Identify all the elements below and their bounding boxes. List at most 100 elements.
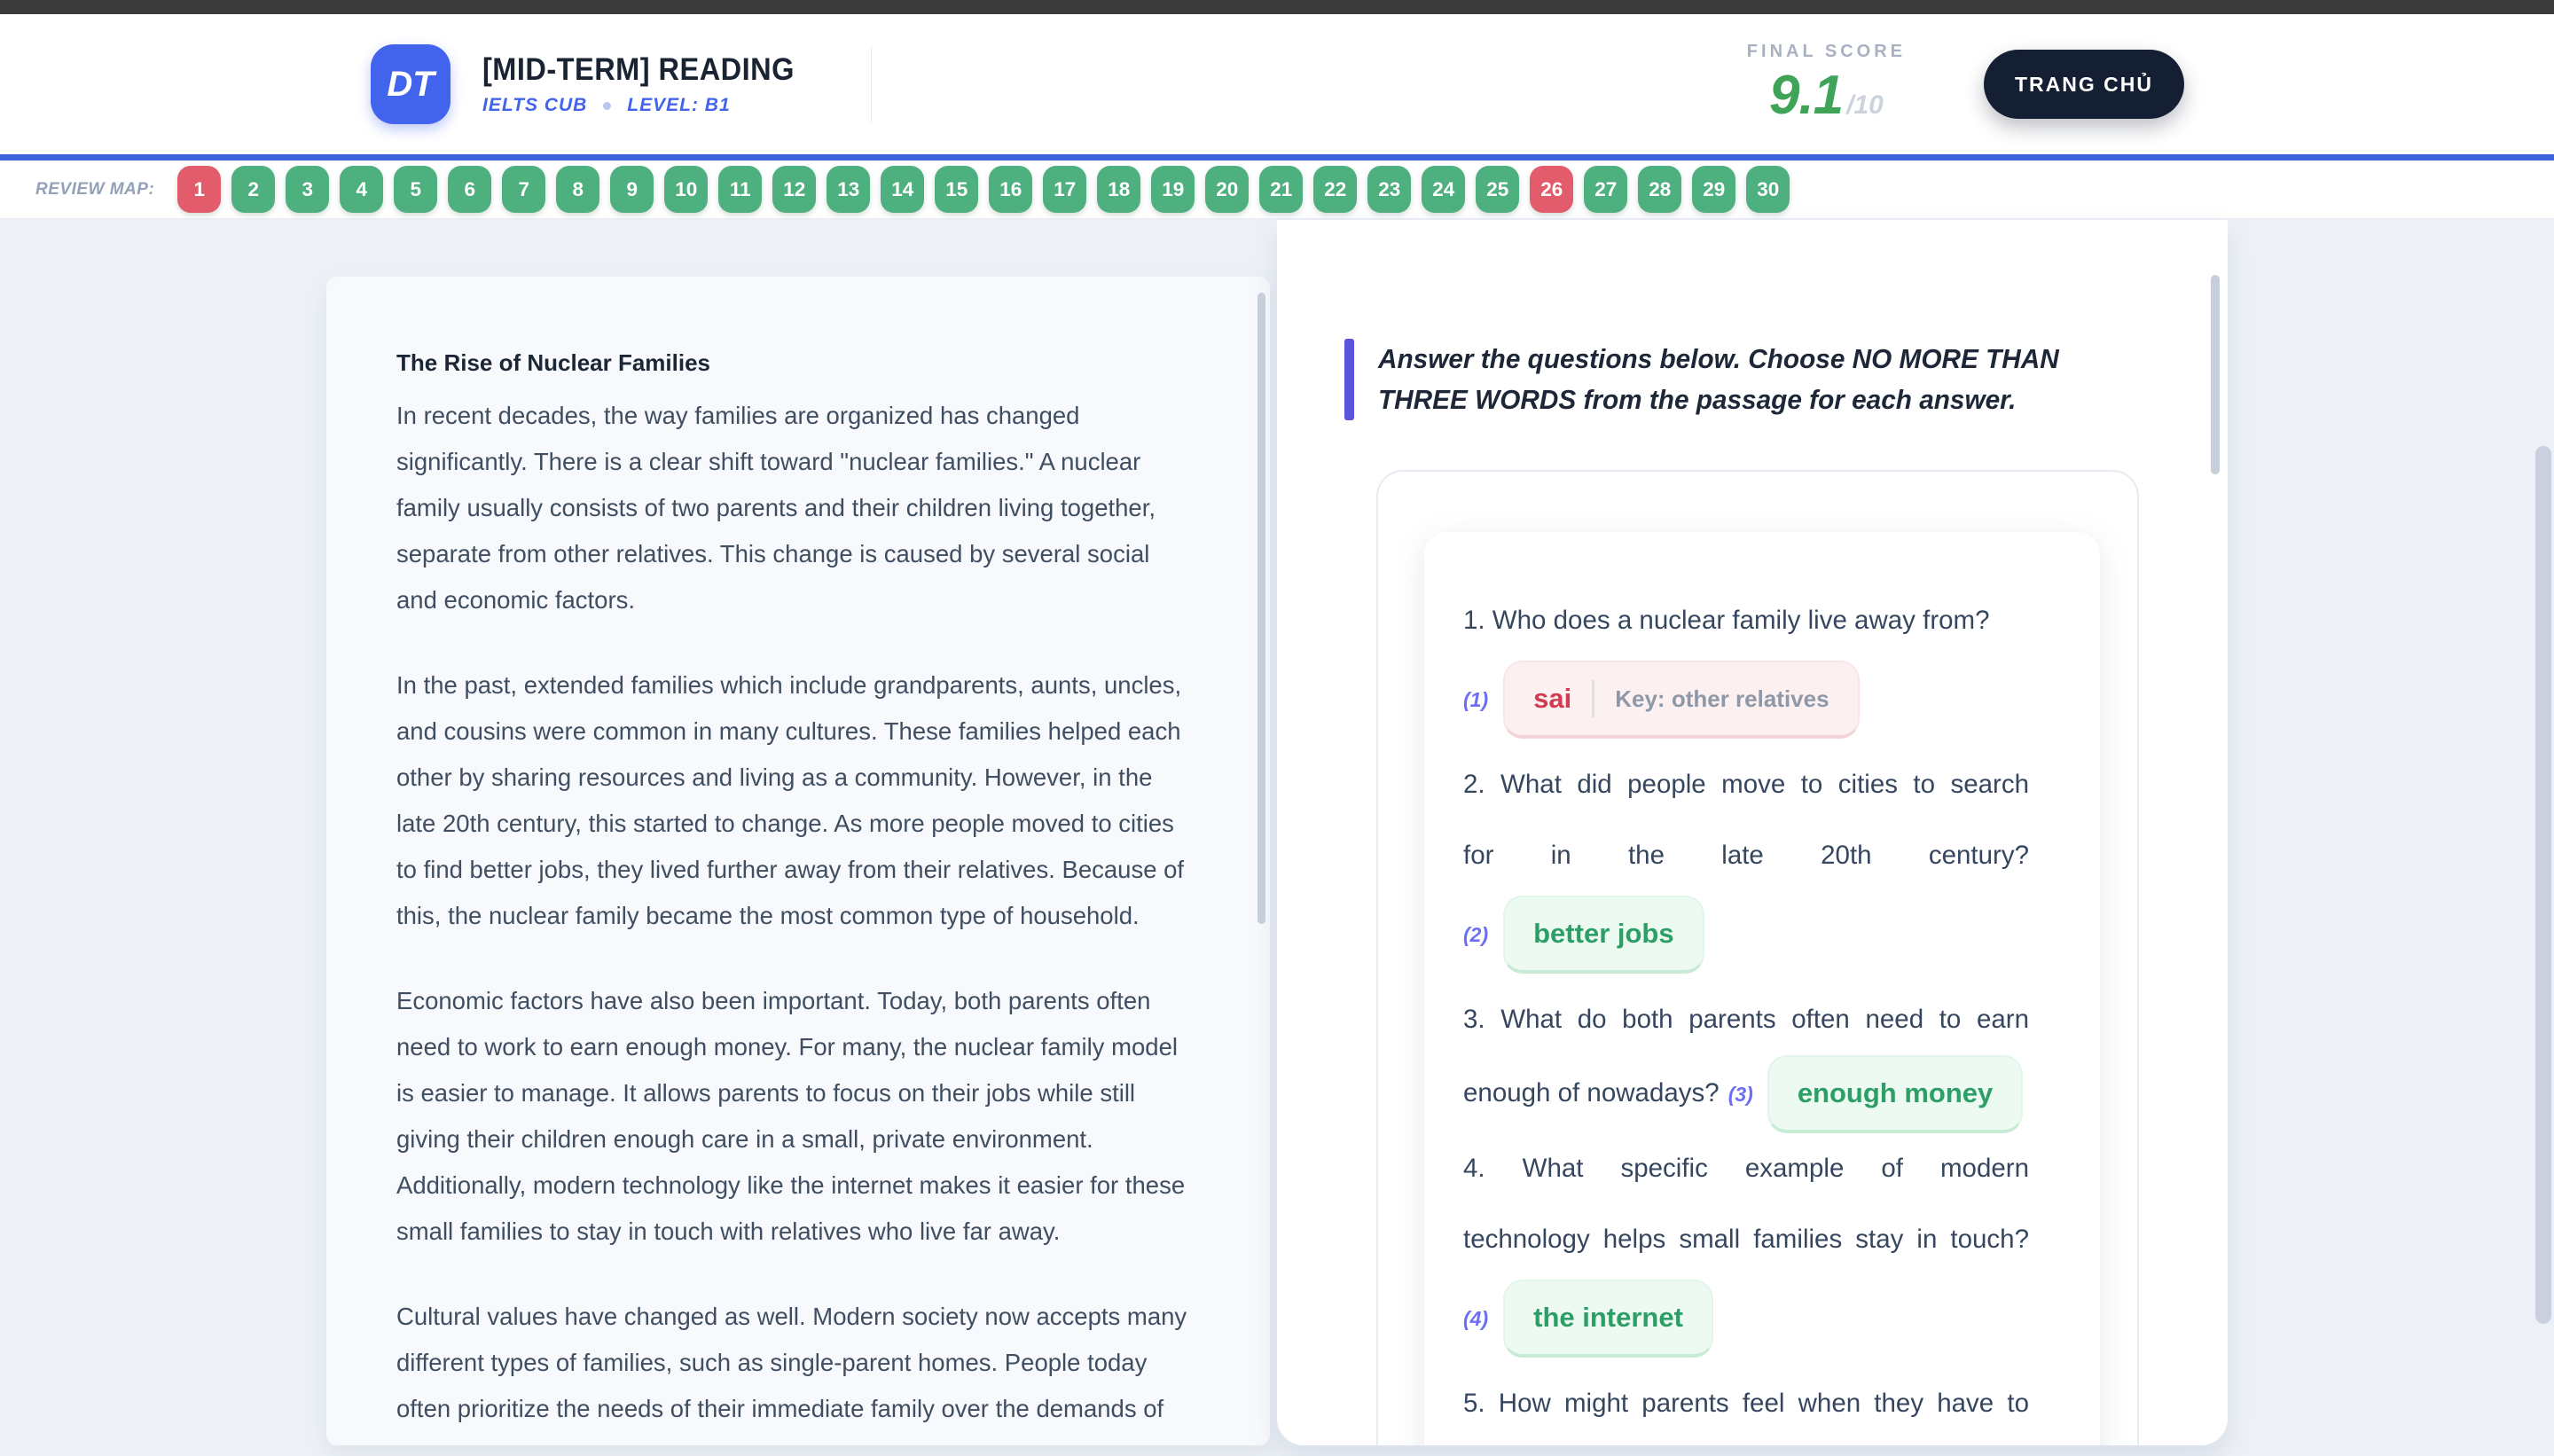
review-map-pill-2[interactable]: 2 (231, 166, 276, 213)
review-map-pill-23[interactable]: 23 (1367, 166, 1412, 213)
answer-value: the internet (1533, 1302, 1683, 1333)
passage-scrollbar[interactable] (1257, 293, 1265, 924)
question-text: for in the late 20th century? (1463, 841, 2029, 870)
review-map-pill-7[interactable]: 7 (502, 166, 546, 213)
review-map-pill-14[interactable]: 14 (881, 166, 925, 213)
final-score-value: 9.1 (1768, 65, 1844, 126)
review-map-pill-11[interactable]: 11 (718, 166, 763, 213)
question-text: enough of nowadays? (1463, 1077, 1720, 1108)
question-item: 2. What did people move to cities to sea… (1463, 749, 2029, 974)
page-scrollbar[interactable] (2535, 446, 2551, 1324)
question-text-line: 4. What specific example of modern (1463, 1133, 2029, 1204)
page-title: [MID-TERM] READING (482, 52, 795, 87)
answer-chip[interactable]: better jobs (1503, 896, 1704, 974)
review-map-pill-20[interactable]: 20 (1205, 166, 1250, 213)
header: DT [MID-TERM] READING IELTS CUB LEVEL: B… (0, 14, 2554, 154)
answer-value: better jobs (1533, 918, 1674, 949)
review-map-pill-29[interactable]: 29 (1692, 166, 1736, 213)
review-map-pill-24[interactable]: 24 (1422, 166, 1466, 213)
review-map-pill-17[interactable]: 17 (1043, 166, 1087, 213)
review-map-pill-4[interactable]: 4 (340, 166, 384, 213)
instruction-block: Answer the questions below. Choose NO MO… (1344, 339, 2174, 420)
questions-list: 1. Who does a nuclear family live away f… (1463, 585, 2029, 1445)
review-map-pill-12[interactable]: 12 (772, 166, 817, 213)
answer-row: (4) the internet (1463, 1280, 2029, 1358)
answer-chip[interactable]: enough money (1767, 1055, 2024, 1133)
review-map-pill-18[interactable]: 18 (1097, 166, 1141, 213)
home-button[interactable]: TRANG CHỦ (1984, 50, 2184, 119)
question-item: 3. What do both parents often need to ea… (1463, 984, 2029, 1133)
question-text-line: technology helps small families stay in … (1463, 1204, 2029, 1275)
questions-inner-card: 1. Who does a nuclear family live away f… (1424, 532, 2100, 1445)
instruction-text-line2: THREE WORDS from the passage for each an… (1378, 384, 2017, 415)
header-accent-rule (0, 154, 2554, 160)
review-map-pill-8[interactable]: 8 (556, 166, 600, 213)
question-text: 2. What did people move to cities to sea… (1463, 770, 2029, 799)
answer-value: enough money (1797, 1077, 1994, 1108)
questions-outer-card: 1. Who does a nuclear family live away f… (1376, 470, 2139, 1445)
review-map-pill-1[interactable]: 1 (177, 166, 222, 213)
app-logo-text: DT (387, 64, 435, 104)
review-map-pill-15[interactable]: 15 (935, 166, 979, 213)
review-map-pill-26[interactable]: 26 (1530, 166, 1574, 213)
review-map-pill-3[interactable]: 3 (286, 166, 330, 213)
question-text: technology helps small families stay in … (1463, 1225, 2029, 1254)
header-divider (871, 46, 873, 122)
passage-paragraphs: In recent decades, the way families are … (396, 393, 1190, 1445)
questions-panel: Answer the questions below. Choose NO MO… (1277, 220, 2228, 1445)
review-map-pill-25[interactable]: 25 (1476, 166, 1520, 213)
answer-row: (1) sai Key: other relatives (1463, 661, 2029, 739)
review-map-pills: 1 2 3 4 5 6 7 8 9 10 11 12 13 14 15 16 17 18 19 20 21 22 23 24 2… (177, 166, 1790, 213)
review-map-pill-6[interactable]: 6 (448, 166, 492, 213)
question-text-line: enough of nowadays? (3) enough money (1463, 1055, 2029, 1133)
question-item: 5. How might parents feel when they have… (1463, 1368, 2029, 1445)
answer-number-label: (3) (1727, 1082, 1753, 1106)
final-score-value-row: 9.1 /10 (1747, 64, 1906, 127)
app-logo: DT (371, 44, 450, 124)
answer-chip[interactable]: sai Key: other relatives (1503, 661, 1860, 739)
question-text: 1. Who does a nuclear family live away f… (1463, 606, 1990, 635)
review-map-pill-22[interactable]: 22 (1313, 166, 1358, 213)
main-content: The Rise of Nuclear Families In recent d… (0, 220, 2554, 1456)
review-map-pill-9[interactable]: 9 (610, 166, 654, 213)
answer-key: Key: other relatives (1615, 685, 1829, 712)
passage-title: The Rise of Nuclear Families (396, 349, 711, 376)
instruction-accent-bar (1344, 339, 1354, 420)
question-text: 5. How might parents feel when they have… (1463, 1389, 2029, 1418)
question-item: 4. What specific example of modern techno… (1463, 1133, 2029, 1358)
answer-number-label: (1) (1463, 688, 1489, 711)
final-score: FINAL SCORE 9.1 /10 (1747, 42, 1906, 127)
subtitle-course: IELTS CUB (482, 95, 588, 115)
review-map-pill-28[interactable]: 28 (1638, 166, 1682, 213)
review-map-pill-16[interactable]: 16 (989, 166, 1033, 213)
answer-chip[interactable]: the internet (1503, 1280, 1713, 1358)
passage-panel: The Rise of Nuclear Families In recent d… (326, 277, 1270, 1445)
review-map-pill-10[interactable]: 10 (664, 166, 709, 213)
review-map: REVIEW MAP: 1 2 3 4 5 6 7 8 9 10 11 12 13 14 15 16 17 18 1… (0, 160, 2554, 219)
question-text: 3. What do both parents often need to ea… (1463, 1005, 2029, 1034)
review-map-pill-5[interactable]: 5 (394, 166, 438, 213)
question-text-line: 1. Who does a nuclear family live away f… (1463, 585, 2029, 656)
review-map-pill-19[interactable]: 19 (1151, 166, 1195, 213)
questions-scrollbar[interactable] (2211, 275, 2220, 474)
review-map-pill-13[interactable]: 13 (827, 166, 871, 213)
review-map-label: REVIEW MAP: (35, 179, 155, 199)
review-map-pill-30[interactable]: 30 (1746, 166, 1790, 213)
answer-number-label: (2) (1463, 923, 1489, 946)
review-map-pill-27[interactable]: 27 (1584, 166, 1628, 213)
final-score-label: FINAL SCORE (1746, 42, 1906, 61)
review-map-pill-21[interactable]: 21 (1259, 166, 1304, 213)
browser-chrome-bar (0, 0, 2554, 14)
title-block: [MID-TERM] READING IELTS CUB LEVEL: B1 (482, 52, 818, 116)
question-text-line: 3. What do both parents often need to ea… (1463, 984, 2029, 1055)
question-text-line: for in the late 20th century? (1463, 820, 2029, 891)
answer-value: sai (1533, 683, 1572, 714)
passage-paragraph: Economic factors have also been importan… (396, 987, 1186, 1245)
question-text: 4. What specific example of modern (1463, 1154, 2029, 1183)
question-text-line: 5. How might parents feel when they have… (1463, 1368, 2029, 1439)
chip-divider (1592, 680, 1595, 717)
question-text-line: raise children without help from their f… (1463, 1439, 2029, 1445)
page-subtitle: IELTS CUB LEVEL: B1 (482, 95, 818, 116)
final-score-max: /10 (1846, 90, 1884, 120)
